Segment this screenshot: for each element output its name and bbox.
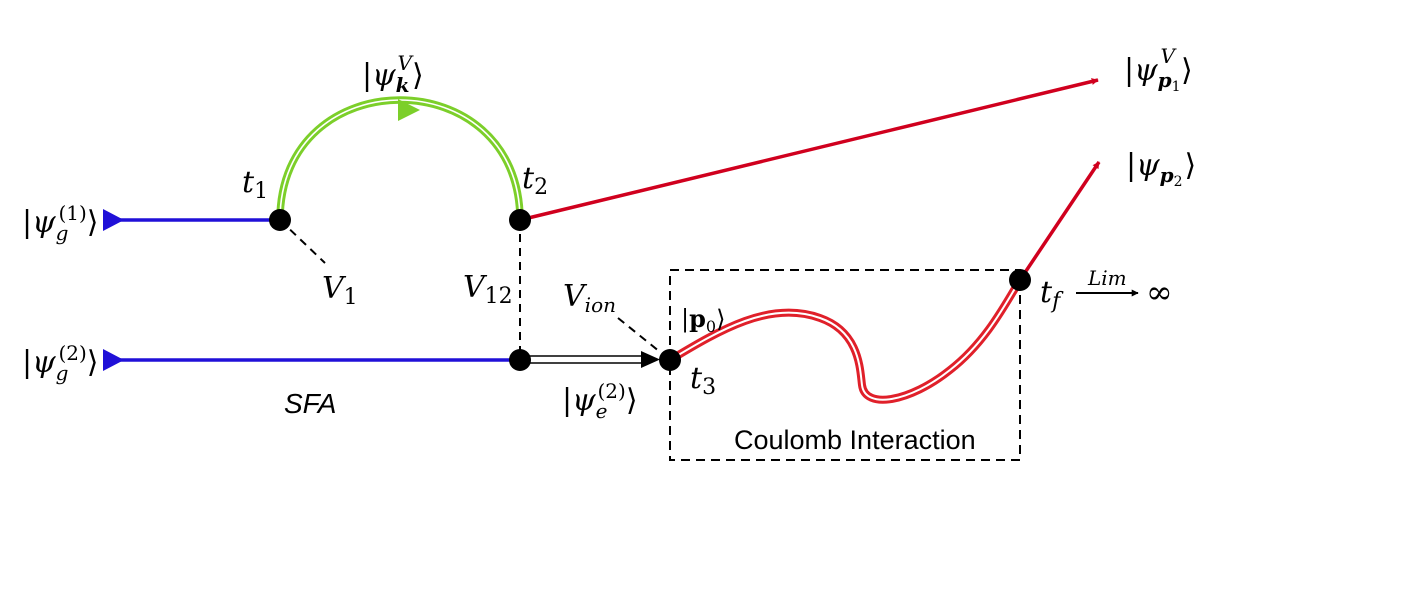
label-excited: |ψe(2)⟩ <box>562 379 638 423</box>
vertex-tf <box>1009 269 1031 291</box>
label-ground1: |ψg(1)⟩ <box>22 201 99 245</box>
vertex-t2 <box>509 209 531 231</box>
label-final-p2: |ψp2⟩ <box>1126 148 1196 190</box>
label-v1: V1 <box>322 271 358 310</box>
label-v12: V12 <box>463 270 513 309</box>
ground2-arrow-head <box>103 349 124 371</box>
coulomb-trajectory-outer <box>667 277 1024 404</box>
label-t2: t2 <box>522 161 548 200</box>
label-t1: t1 <box>242 165 268 204</box>
vertex-t1 <box>269 209 291 231</box>
label-vion: Vion <box>563 279 616 317</box>
p1-line <box>519 78 1099 222</box>
label-sfa: SFA <box>284 388 336 419</box>
v1-dashed <box>279 219 326 264</box>
label-lim: Lim <box>1087 266 1127 290</box>
label-volkov-k: |ψkV⟩ <box>362 51 424 97</box>
volkov-arc-arrow <box>398 99 420 121</box>
vertex-t3 <box>659 349 681 371</box>
excited-arrow-head <box>641 351 660 368</box>
ground1-arrow-head <box>103 209 124 231</box>
p2-line <box>1018 161 1101 281</box>
label-tf: tf <box>1040 275 1064 314</box>
label-infinity: ∞ <box>1146 273 1173 311</box>
label-coulomb-interaction: Coulomb Interaction <box>734 425 976 455</box>
coulomb-trajectory-inner <box>669 279 1021 401</box>
vion-dashed <box>617 317 671 361</box>
label-t3: t3 <box>690 361 716 400</box>
vertex-ground2 <box>509 349 531 371</box>
label-p0: |p0⟩ <box>681 304 725 336</box>
label-ground2: |ψg(2)⟩ <box>22 341 99 385</box>
label-volkov-p1: |ψp1V ⟩ <box>1124 44 1193 95</box>
